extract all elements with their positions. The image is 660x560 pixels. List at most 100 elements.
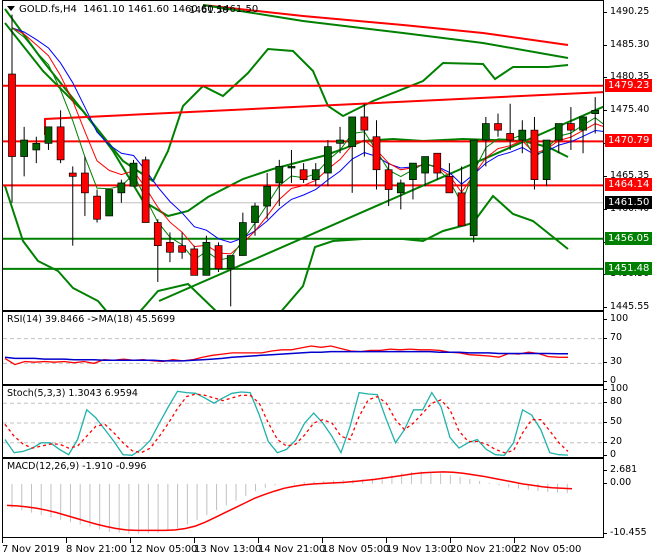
candle [421,156,429,187]
resistance-price-tag: 1470.79 [605,134,653,148]
resistance-price-tag: 1479.23 [605,78,653,92]
candle [324,140,332,187]
candle [178,232,186,259]
candle [384,163,393,207]
candle [275,159,284,207]
candle [506,103,514,150]
candle [20,126,28,177]
stochastic-axis: 100 80 50 20 0 [602,383,660,460]
macd-pane[interactable]: MACD(12,26,9) -1.910 -0.996 [2,458,604,538]
candle [554,123,563,154]
rsi-line [4,345,569,366]
time-label: 7 Nov 2019 [2,538,60,555]
indicator-tick: 100 [602,383,628,394]
rsi-canvas[interactable] [3,312,604,385]
chart-header: GOLD.fs,H4 1461.10 1461.60 1460.60 1461.… [7,4,258,15]
candle [542,139,551,187]
candle [44,126,53,150]
candle [494,113,502,137]
candle [311,163,320,187]
stochastic-canvas[interactable] [3,386,604,458]
time-label: 13 Nov 13:00 [194,538,262,555]
indicator-tick: 0.00 [602,477,631,488]
rsi-pane[interactable]: RSI(14) 39.8466 ->MA(18) 45.5699 [2,311,604,385]
candle [567,107,575,150]
resistance-price-tag: 1464.14 [605,178,653,192]
rsi-ma-line [4,350,568,362]
long-ma-red-line [202,4,569,46]
rsi-axis: 100 70 30 0 [602,311,660,386]
price-chart-canvas[interactable] [3,1,604,311]
macd-canvas[interactable] [3,459,604,538]
time-axis: 7 Nov 2019 8 Nov 21:00 12 Nov 05:00 13 Nov … [0,538,604,560]
candle [263,173,271,220]
price-tick: 1480.35 [602,71,649,82]
indicator-tick: 0 [602,375,616,386]
candle [202,235,211,276]
ma-blue-line [11,27,603,244]
price-tick: 1490.25 [602,6,649,17]
candle [226,255,235,307]
candle [93,189,101,223]
time-label: 12 Nov 05:00 [130,538,198,555]
candle [8,14,16,203]
candle [518,120,527,154]
price-axis: 1490.251485.301480.351475.401470.451465.… [602,0,660,312]
rsi-title: RSI(14) 39.8466 ->MA(18) 45.5699 [7,314,176,325]
candle [141,156,150,223]
candle [579,116,587,154]
price-chart-pane[interactable]: GOLD.fs,H4 1461.10 1461.60 1460.60 1461.… [2,0,604,311]
price-tick: 1485.30 [602,39,649,50]
candle [360,103,369,157]
time-label: 14 Nov 21:00 [258,538,326,555]
stoch-k-line [4,390,569,456]
support-price-tag: 1456.05 [605,231,653,245]
stochastic-title: Stoch(5,3,3) 1.3043 6.9594 [7,388,138,399]
macd-signal-line [6,471,573,532]
candle [396,179,405,210]
candle [348,116,357,193]
bid-price-tag: 1461.50 [605,195,653,209]
candle [287,149,296,183]
long-ma-green-line [202,4,569,59]
candle [68,166,77,246]
candle [299,163,308,183]
indicator-tick: -10.455 [603,527,647,538]
price-tick: 1445.55 [602,301,649,312]
candle [409,162,417,200]
candle [56,110,65,164]
stochastic-pane[interactable]: Stoch(5,3,3) 1.3043 6.9594 [2,385,604,458]
candle [214,242,223,273]
candle [117,179,126,203]
dropdown-arrow-icon[interactable] [7,6,15,11]
indicator-tick: 30 [602,356,622,367]
candle [469,139,478,243]
candle [433,152,442,180]
bollinger-upper-band [4,8,569,183]
candle [336,126,344,154]
time-label: 8 Nov 21:00 [66,538,128,555]
bollinger-lower-band [4,185,569,310]
ohlc-values: 1461.10 1461.60 1460.60 1461.50 [83,4,259,15]
time-label: 18 Nov 05:00 [322,538,390,555]
candle [530,116,539,190]
candle [591,97,600,134]
candle [251,202,259,236]
ma-red-line [11,27,603,255]
candle [482,116,490,167]
candle [457,166,466,227]
indicator-tick: 0 [602,449,616,460]
indicator-tick: 70 [602,332,622,343]
candle [153,219,162,282]
price-tick: 1465.35 [602,170,649,181]
price-label: 1461.50 [189,5,229,16]
indicator-tick: 50 [602,416,622,427]
macd-axis: 2.681 0.00 -10.455 [602,458,660,538]
time-label: 20 Nov 21:00 [450,538,518,555]
candle [372,120,381,190]
symbol-label: GOLD.fs,H4 [19,4,77,15]
candle [32,136,41,164]
macd-title: MACD(12,26,9) -1.910 -0.996 [7,461,147,472]
indicator-tick: 100 [602,313,628,324]
candle [445,163,454,194]
